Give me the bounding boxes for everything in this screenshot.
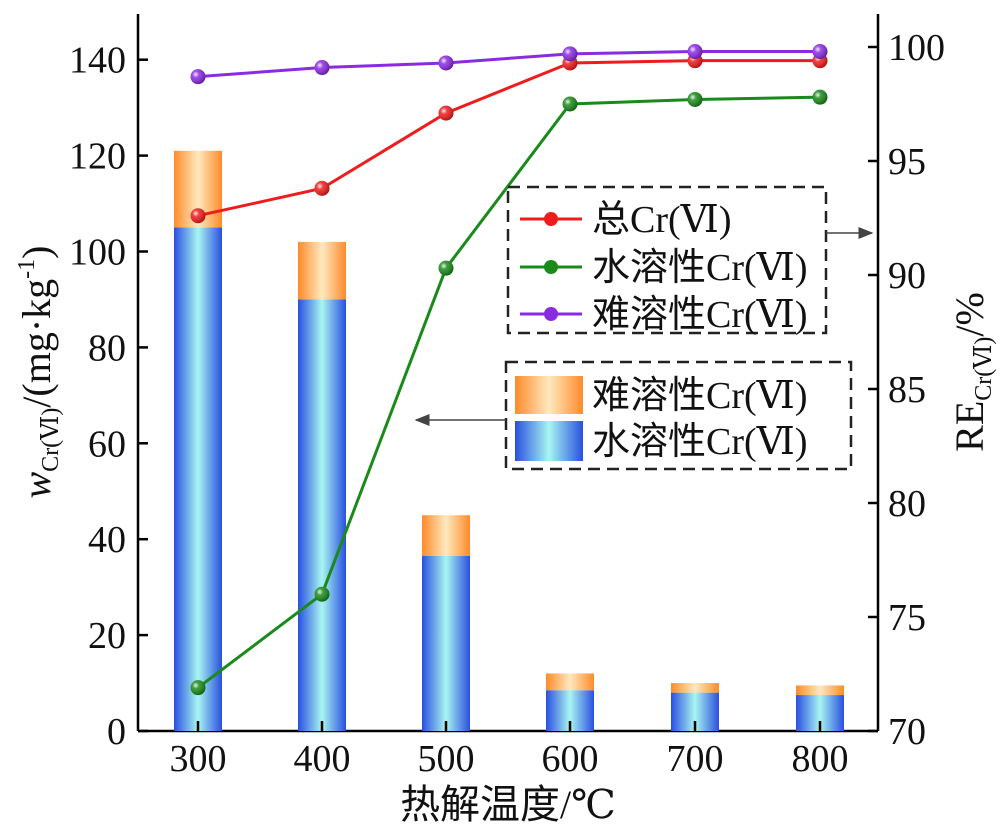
y-left-tick-label-100: 100 xyxy=(69,232,126,274)
line-series-0 xyxy=(197,59,820,218)
point-shine-2-600 xyxy=(562,46,578,62)
y-left-tick-label-140: 140 xyxy=(69,40,126,82)
point-shine-2-700 xyxy=(687,44,703,60)
line-legend-box xyxy=(506,185,828,335)
bar-insoluble-800 xyxy=(796,685,844,696)
bar-legend: 难溶性Cr(Ⅵ) 水溶性Cr(Ⅵ) xyxy=(504,360,853,471)
legend-swatch-insoluble-bar xyxy=(515,376,583,414)
point-shine-1-800 xyxy=(812,89,828,105)
bar-insoluble-700 xyxy=(671,683,719,693)
y-left-tick-label-20: 20 xyxy=(88,615,126,657)
legend-marker-insoluble xyxy=(544,307,558,321)
point-shine-1-300 xyxy=(190,680,206,696)
y-right-tick-label-100: 100 xyxy=(888,27,945,69)
y-left-tick-label-120: 120 xyxy=(69,136,126,178)
ticks-layer: 0 20 40 60 80 100 120 140 70 75 80 85 90 95 100 300 400 5… xyxy=(69,27,945,780)
bar-legend-box xyxy=(504,360,853,471)
point-shine-0-400 xyxy=(314,180,330,196)
y-left-tick-label-80: 80 xyxy=(88,327,126,369)
y-right-tick-label-90: 90 xyxy=(888,255,926,297)
y-right-tick-label-75: 75 xyxy=(888,597,926,639)
x-tick-label-300: 300 xyxy=(170,738,227,780)
line-legend: 总Cr(Ⅵ) 水溶性Cr(Ⅵ) 难溶性Cr(Ⅵ) xyxy=(506,185,828,336)
y-left-tick-label-40: 40 xyxy=(88,519,126,561)
legend-label-insoluble-bar: 难溶性Cr(Ⅵ) xyxy=(592,375,808,417)
legend-label-water-bar: 水溶性Cr(Ⅵ) xyxy=(592,421,808,463)
point-shine-2-300 xyxy=(190,69,206,85)
point-shine-2-800 xyxy=(812,44,828,60)
lines-layer xyxy=(190,44,828,696)
point-shine-1-400 xyxy=(314,586,330,602)
bar-insoluble-400 xyxy=(298,241,346,300)
point-shine-2-500 xyxy=(438,55,454,71)
y-left-tick-label-60: 60 xyxy=(88,423,126,465)
y-left-tick-label-0: 0 xyxy=(107,711,126,753)
x-tick-label-600: 600 xyxy=(542,738,599,780)
y-left-axis-label: wCr(Ⅵ)/(mg·kg-1) xyxy=(14,245,64,498)
y-right-tick-label-85: 85 xyxy=(888,369,926,411)
point-shine-1-700 xyxy=(687,91,703,107)
legend-swatch-water-bar xyxy=(515,421,583,461)
bar-water-400 xyxy=(298,299,346,731)
bar-water-500 xyxy=(422,555,470,731)
point-shine-0-500 xyxy=(438,105,454,121)
y-right-tick-label-80: 80 xyxy=(888,483,926,525)
x-tick-label-500: 500 xyxy=(418,738,475,780)
point-shine-1-500 xyxy=(438,260,454,276)
legend-label-total: 总Cr(Ⅵ) xyxy=(592,199,732,241)
x-tick-label-700: 700 xyxy=(667,738,724,780)
bar-water-300 xyxy=(174,227,222,731)
x-axis-label: 热解温度/℃ xyxy=(400,782,616,827)
point-shine-1-600 xyxy=(562,96,578,112)
point-shine-2-400 xyxy=(314,60,330,76)
y-right-tick-label-95: 95 xyxy=(888,141,926,183)
bar-insoluble-600 xyxy=(546,673,594,691)
legend-marker-water xyxy=(544,260,558,274)
legend-label-insoluble: 难溶性Cr(Ⅵ) xyxy=(592,294,808,336)
x-tick-label-400: 400 xyxy=(294,738,351,780)
legend-label-water: 水溶性Cr(Ⅵ) xyxy=(592,247,808,289)
line-series-2 xyxy=(197,50,820,79)
bar-insoluble-500 xyxy=(422,515,470,556)
y-right-axis-label: RECr(Ⅵ)/% xyxy=(947,292,997,452)
y-right-tick-label-70: 70 xyxy=(888,711,926,753)
point-shine-0-300 xyxy=(190,208,206,224)
legend-marker-total xyxy=(544,212,558,226)
x-tick-label-800: 800 xyxy=(792,738,849,780)
